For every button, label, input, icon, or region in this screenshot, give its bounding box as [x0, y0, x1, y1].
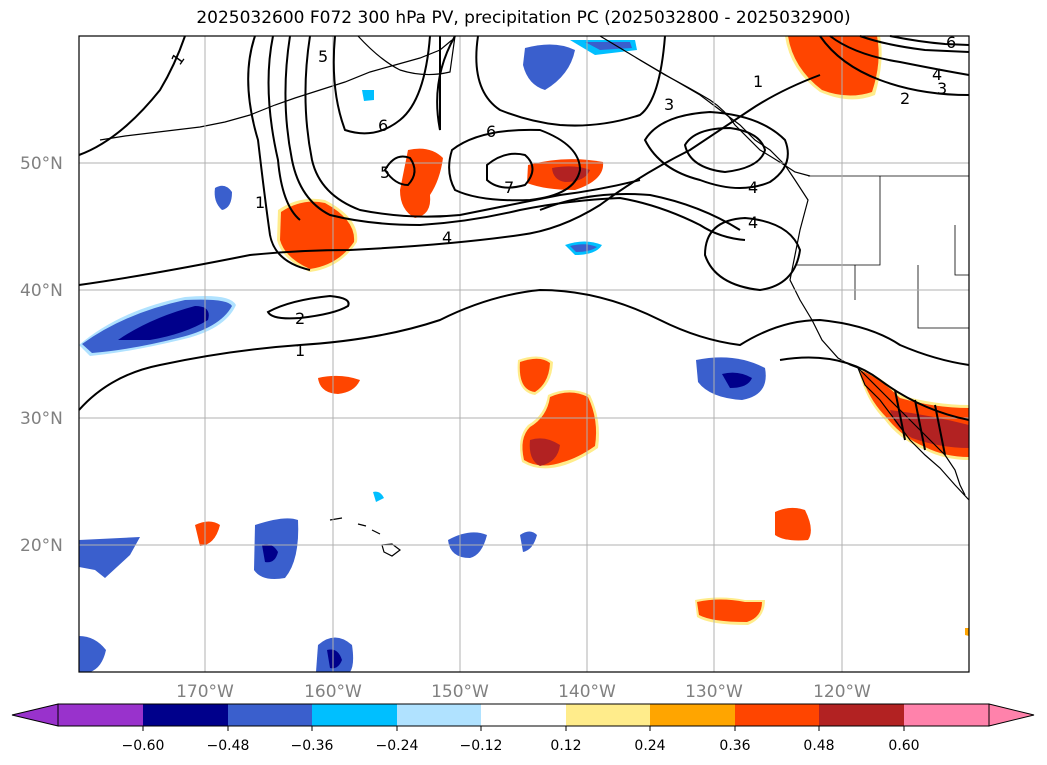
colorbar-extend-low [11, 703, 59, 727]
colorbar: −0.60 −0.48 −0.36 −0.24 −0.12 0.12 0.24 … [11, 703, 1035, 754]
neg-area-north [523, 44, 575, 90]
colorbar-segment [228, 704, 312, 726]
pv-contours [78, 35, 970, 456]
contour-label: 5 [318, 47, 328, 66]
contour-label: 6 [946, 33, 956, 52]
contour-label: 4 [748, 178, 758, 197]
plot-area: 1 5 6 6 5 7 4 2 1 3 1 4 2 3 6 4 4 1 [78, 33, 970, 673]
contour-label: 1 [295, 341, 305, 360]
contour-label: 6 [486, 122, 496, 141]
contour-label: 2 [295, 309, 305, 328]
colorbar-segment [58, 704, 143, 726]
lon-label: 150°W [431, 682, 489, 702]
lon-label: 160°W [304, 682, 362, 702]
map-title: 2025032600 F072 300 hPa PV, precipitatio… [196, 8, 851, 28]
contour-label: 4 [442, 228, 452, 247]
colorbar-extend-high [988, 703, 1035, 727]
contour-label: 4 [932, 65, 942, 84]
colorbar-segment [566, 704, 650, 726]
colorbar-tick-label: −0.24 [376, 738, 419, 754]
lon-label: 120°W [813, 682, 871, 702]
colorbar-tick-label: −0.48 [207, 738, 250, 754]
lat-label: 40°N [20, 281, 63, 301]
political-borders [795, 175, 969, 329]
colorbar-tick-label: 0.60 [888, 738, 919, 754]
contour-label: 3 [664, 95, 674, 114]
contour-label: 7 [504, 178, 514, 197]
contour-label: 1 [753, 72, 763, 91]
hawaii-islands [329, 517, 401, 557]
graticule [79, 36, 969, 672]
colorbar-tick-label: 0.36 [719, 738, 750, 754]
contour-label: 2 [900, 89, 910, 108]
map-frame [78, 35, 970, 673]
lat-label: 50°N [20, 154, 63, 174]
colorbar-segment [650, 704, 735, 726]
colorbar-segment [481, 704, 566, 726]
lon-label: 140°W [558, 682, 616, 702]
colorbar-tick-label: 0.48 [803, 738, 834, 754]
lat-label: 30°N [20, 409, 63, 429]
longitude-labels: 170°W 160°W 150°W 140°W 130°W 120°W [176, 682, 871, 702]
colorbar-segment [904, 704, 989, 726]
lon-label: 130°W [685, 682, 743, 702]
pv-contour-1-main [78, 74, 821, 286]
negative-precip-shading [79, 40, 766, 672]
pv-contour-2-closed [266, 294, 350, 320]
colorbar-tick-label: −0.60 [122, 738, 165, 754]
bc-coast [639, 59, 970, 501]
latitude-labels: 50°N 40°N 30°N 20°N [20, 154, 63, 556]
colorbar-segment [312, 704, 397, 726]
colorbar-tick-label: 0.12 [550, 738, 581, 754]
contour-label: 4 [748, 213, 758, 232]
contour-label: 3 [937, 79, 947, 98]
pv-contour-1-north [78, 35, 186, 156]
colorbar-frame [57, 703, 990, 727]
contour-label: 1 [255, 193, 265, 212]
colorbar-segment [819, 704, 904, 726]
colorbar-segment [397, 704, 481, 726]
pv-contour-6-closed [448, 128, 582, 202]
colorbar-segment [143, 704, 228, 726]
lat-label: 20°N [20, 536, 63, 556]
colorbar-segment [735, 704, 819, 726]
colorbar-tick-label: −0.36 [291, 738, 334, 754]
colorbar-tick-label: 0.24 [634, 738, 665, 754]
contour-label: 6 [378, 116, 388, 135]
map-background [79, 36, 969, 672]
contour-label: 5 [380, 163, 390, 182]
colorbar-tick-label: −0.12 [460, 738, 503, 754]
pv-contour-7-closed [486, 152, 534, 189]
lon-label: 170°W [176, 682, 234, 702]
